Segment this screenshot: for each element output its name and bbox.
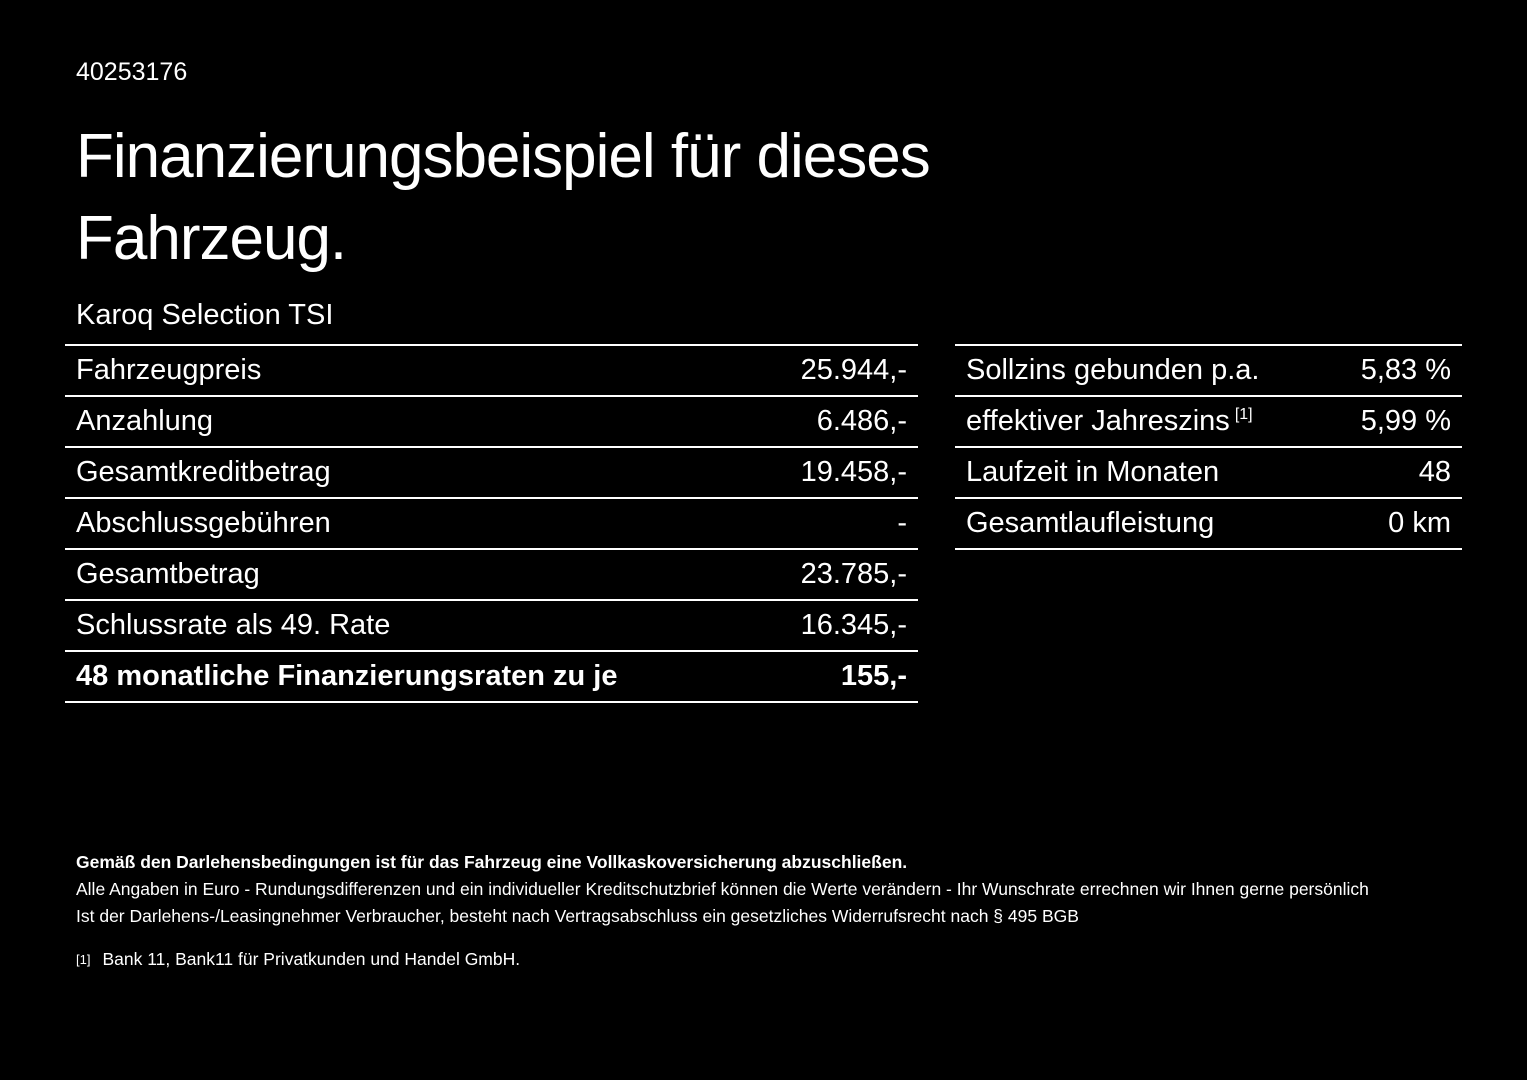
row-label-text: effektiver Jahreszins: [966, 405, 1230, 437]
footnote-marker: [1]: [76, 952, 91, 967]
footnote-text: Bank 11, Bank11 für Privatkunden und Han…: [102, 949, 521, 969]
row-monatliche-rate: 48 monatliche Finanzierungsraten zu je 1…: [65, 650, 918, 701]
row-value: 19.458,-: [800, 456, 907, 488]
row-value: 5,99 %: [1360, 405, 1451, 437]
finance-table-left: Fahrzeugpreis 25.944,- Anzahlung 6.486,-…: [65, 344, 918, 703]
row-value: 23.785,-: [800, 558, 907, 590]
finance-table-right: Sollzins gebunden p.a. 5,83 % effektiver…: [955, 344, 1462, 550]
row-value: 5,83 %: [1360, 354, 1451, 386]
footnote-ref: [1]: [1234, 406, 1253, 424]
row-laufzeit: Laufzeit in Monaten 48: [955, 446, 1462, 497]
row-label: effektiver Jahreszins [1]: [966, 405, 1253, 438]
row-abschlussgebuehren: Abschlussgebühren -: [65, 497, 918, 548]
row-schlussrate: Schlussrate als 49. Rate 16.345,-: [65, 599, 918, 650]
row-value: 6.486,-: [816, 405, 907, 437]
row-label: Gesamtkreditbetrag: [76, 456, 331, 488]
row-gesamtkreditbetrag: Gesamtkreditbetrag 19.458,-: [65, 446, 918, 497]
row-label: Fahrzeugpreis: [76, 354, 262, 386]
row-value: 48: [1418, 456, 1451, 488]
row-value: 25.944,-: [800, 354, 907, 386]
page-title: Finanzierungsbeispiel für dieses Fahrzeu…: [76, 116, 931, 280]
row-value: 16.345,-: [800, 609, 907, 641]
disclaimer-line-1: Alle Angaben in Euro - Rundungsdifferenz…: [76, 879, 1369, 899]
row-value: -: [897, 507, 907, 539]
footnote: [1] Bank 11, Bank11 für Privatkunden und…: [76, 946, 1471, 973]
row-fahrzeugpreis: Fahrzeugpreis 25.944,-: [65, 344, 918, 395]
row-gesamtbetrag: Gesamtbetrag 23.785,-: [65, 548, 918, 599]
row-label: Sollzins gebunden p.a.: [966, 354, 1260, 386]
page-title-line2: Fahrzeug.: [76, 204, 347, 273]
row-gesamtlaufleistung: Gesamtlaufleistung 0 km: [955, 497, 1462, 548]
disclaimer-line-2: Ist der Darlehens-/Leasingnehmer Verbrau…: [76, 906, 1079, 926]
row-label: Gesamtbetrag: [76, 558, 260, 590]
page-title-line1: Finanzierungsbeispiel für dieses: [76, 122, 931, 191]
vehicle-model: Karoq Selection TSI: [76, 299, 334, 331]
row-label: 48 monatliche Finanzierungsraten zu je: [76, 660, 618, 692]
row-sollzins: Sollzins gebunden p.a. 5,83 %: [955, 344, 1462, 395]
row-effektiver-jahreszins: effektiver Jahreszins [1] 5,99 %: [955, 395, 1462, 446]
row-value: 0 km: [1388, 507, 1451, 539]
row-label: Gesamtlaufleistung: [966, 507, 1215, 539]
row-anzahlung: Anzahlung 6.486,-: [65, 395, 918, 446]
row-value: 155,-: [840, 660, 907, 692]
row-label: Laufzeit in Monaten: [966, 456, 1220, 488]
vehicle-id: 40253176: [76, 58, 188, 86]
insurance-note: Gemäß den Darlehensbedingungen ist für d…: [76, 852, 908, 872]
row-label: Anzahlung: [76, 405, 214, 437]
row-label: Abschlussgebühren: [76, 507, 331, 539]
row-label: Schlussrate als 49. Rate: [76, 609, 391, 641]
legal-footer: Gemäß den Darlehensbedingungen ist für d…: [76, 849, 1471, 973]
